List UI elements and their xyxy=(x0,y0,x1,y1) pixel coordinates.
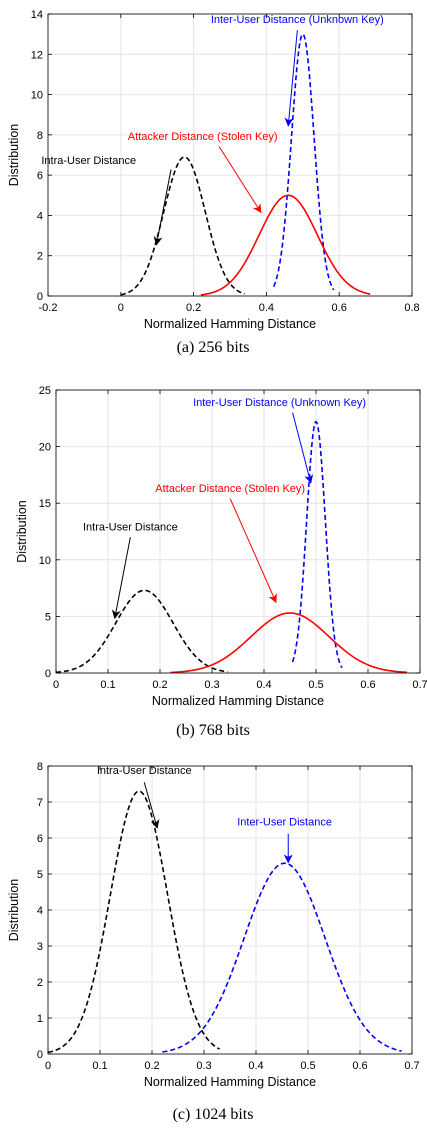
x-tick-label: 0.2 xyxy=(152,679,167,691)
attacker-curve xyxy=(170,612,408,674)
x-tick-label: 0.4 xyxy=(259,302,274,314)
x-tick-label: 0 xyxy=(118,302,124,314)
x-tick-label: 0.5 xyxy=(308,679,323,691)
annotation-inter-user-distance-unknown-key: Inter-User Distance (Unknown Key) xyxy=(211,14,384,26)
annotation-arrow xyxy=(284,30,298,127)
annotation-inter-user-distance-unknown-key: Inter-User Distance (Unknown Key) xyxy=(193,397,366,409)
annotation-attacker-distance-stolen-key: Attacker Distance (Stolen Key) xyxy=(128,131,278,143)
x-tick-label: 0 xyxy=(45,1060,51,1072)
chart-panel-768-bits: 0 0.1 0.2 0.3 0.4 0.5 0.6 0.7 0 5 10 15 20 25 Normaliz… xyxy=(15,385,427,739)
x-axis-label: Normalized Hamming Distance xyxy=(152,694,324,708)
annotation-arrow xyxy=(229,498,277,604)
y-tick-label: 0 xyxy=(37,1049,43,1061)
annotation-arrow xyxy=(143,782,160,829)
y-tick-label: 1 xyxy=(37,1013,43,1025)
y-tick-label: 14 xyxy=(31,9,43,21)
y-tick-label: 2 xyxy=(37,977,43,989)
caption-1024-bits: (c) 1024 bits xyxy=(173,1106,254,1123)
inter-user-curve xyxy=(162,862,402,1053)
y-tick-label: 0 xyxy=(45,668,51,680)
y-tick-label: 6 xyxy=(37,170,43,182)
x-tick-label: 0.8 xyxy=(404,302,419,314)
y-tick-label: 6 xyxy=(37,833,43,845)
y-tick-label: 20 xyxy=(39,442,51,454)
y-axis-label: Distribution xyxy=(15,500,29,563)
axes-box xyxy=(55,389,421,674)
annotation-inter-user-distance: Inter-User Distance xyxy=(237,816,332,828)
x-tick-label: 0.4 xyxy=(248,1060,263,1072)
y-tick-label: 8 xyxy=(37,130,43,142)
intra-user-curve xyxy=(55,589,228,674)
annotation-arrow xyxy=(111,537,131,620)
y-tick-label: 25 xyxy=(39,385,51,397)
plot-area xyxy=(56,390,420,673)
x-tick-label: 0.1 xyxy=(92,1060,107,1072)
y-tick-label: 10 xyxy=(39,555,51,567)
x-tick-label: 0.7 xyxy=(412,679,427,691)
x-tick-label: 0.6 xyxy=(352,1060,367,1072)
axes-box xyxy=(47,13,413,297)
x-tick-label: 0 xyxy=(53,679,59,691)
inter-user-curve xyxy=(272,33,335,291)
x-tick-label: 0.2 xyxy=(186,302,201,314)
x-tick-label: 0.3 xyxy=(204,679,219,691)
intra-user-curve xyxy=(47,790,220,1054)
y-tick-label: 10 xyxy=(31,90,43,102)
x-tick-label: 0.6 xyxy=(360,679,375,691)
attacker-curve xyxy=(200,194,371,296)
y-tick-label: 4 xyxy=(37,210,43,222)
x-axis-label: Normalized Hamming Distance xyxy=(144,1075,316,1089)
y-tick-label: 0 xyxy=(37,291,43,303)
y-axis-label: Distribution xyxy=(7,879,21,942)
x-tick-label: 0.4 xyxy=(256,679,271,691)
chart-panel-1024-bits: 0 0.1 0.2 0.3 0.4 0.5 0.6 0.7 0 1 2 3 4 5 6 7 8 Normalize… xyxy=(7,761,420,1123)
x-tick-label: 0.6 xyxy=(332,302,347,314)
annotation-arrow xyxy=(292,412,314,484)
x-tick-label: 0.5 xyxy=(300,1060,315,1072)
y-tick-label: 8 xyxy=(37,761,43,773)
annotation-attacker-distance-stolen-key: Attacker Distance (Stolen Key) xyxy=(155,483,305,495)
x-tick-label: 0.1 xyxy=(100,679,115,691)
y-tick-label: 5 xyxy=(45,611,51,623)
x-tick-label: 0.7 xyxy=(404,1060,419,1072)
x-axis-label: Normalized Hamming Distance xyxy=(144,317,316,331)
annotation-intra-user-distance: Intra-User Distance xyxy=(41,155,136,167)
annotation-arrow xyxy=(153,169,172,246)
annotation-intra-user-distance: Intra-User Distance xyxy=(83,521,178,533)
intra-user-curve xyxy=(120,156,245,296)
caption-768-bits: (b) 768 bits xyxy=(176,722,250,739)
x-tick-label: 0.2 xyxy=(144,1060,159,1072)
x-tick-label: 0.3 xyxy=(196,1060,211,1072)
y-tick-label: 5 xyxy=(37,869,43,881)
caption-256-bits: (a) 256 bits xyxy=(177,339,250,356)
y-tick-label: 15 xyxy=(39,498,51,510)
x-tick-label: -0.2 xyxy=(39,302,58,314)
y-tick-label: 7 xyxy=(37,797,43,809)
inter-user-curve xyxy=(291,420,343,669)
y-axis-label: Distribution xyxy=(7,124,21,187)
annotation-arrow xyxy=(218,146,262,214)
y-tick-label: 3 xyxy=(37,941,43,953)
y-tick-label: 4 xyxy=(37,905,43,917)
plot-area xyxy=(48,14,412,296)
annotation-intra-user-distance: Intra-User Distance xyxy=(97,765,192,777)
y-tick-label: 2 xyxy=(37,251,43,263)
y-tick-label: 12 xyxy=(31,49,43,61)
